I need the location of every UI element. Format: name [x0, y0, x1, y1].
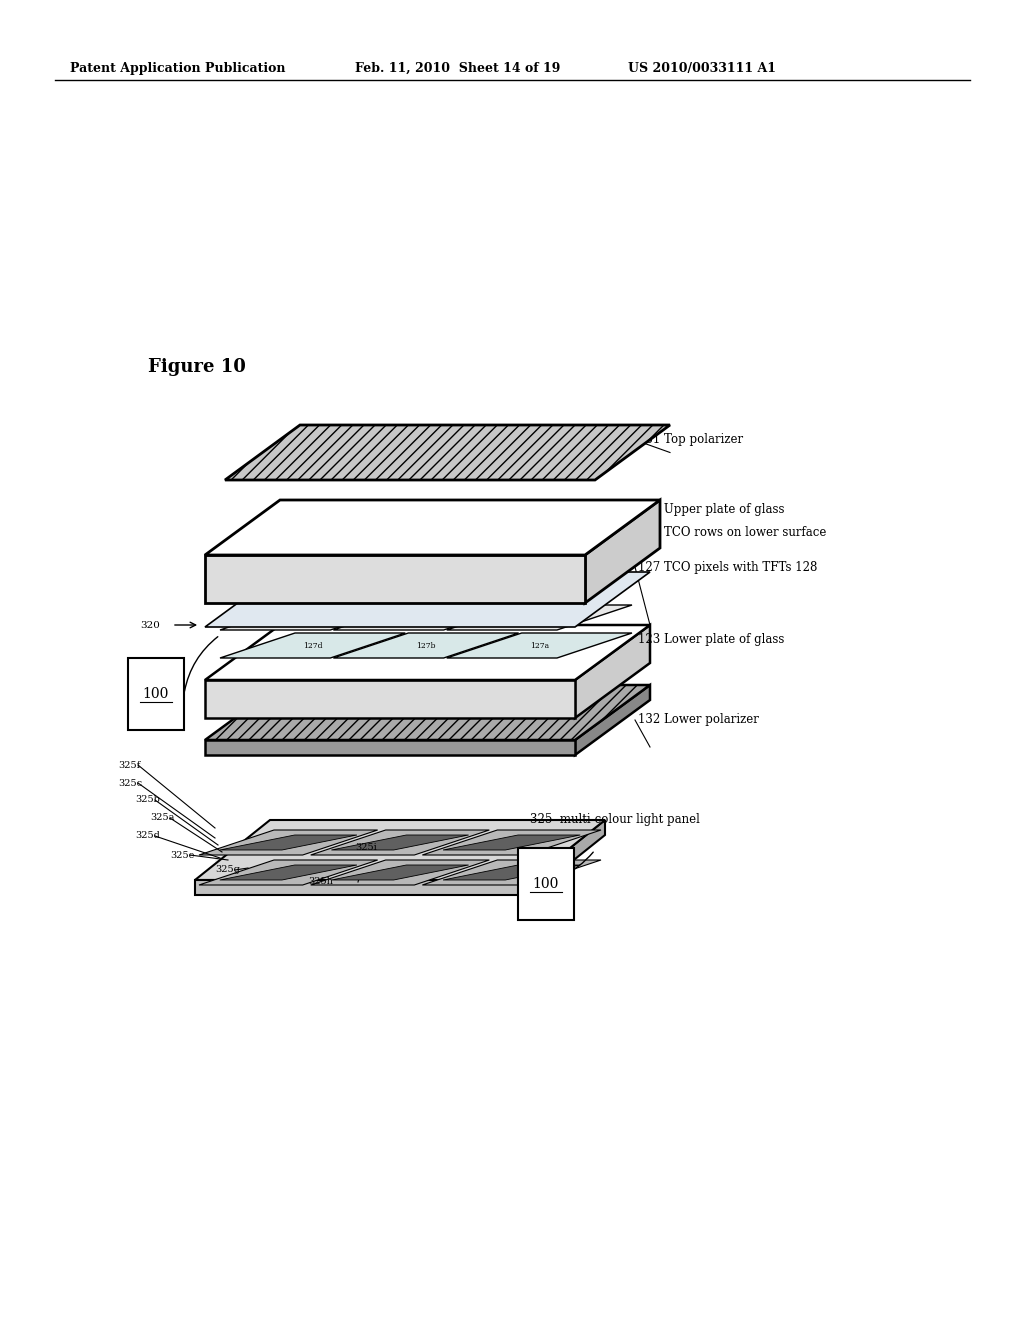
Text: 325c: 325c [118, 779, 142, 788]
Polygon shape [220, 605, 406, 630]
Polygon shape [199, 830, 378, 855]
Text: 127b: 127b [416, 642, 436, 649]
Text: 100: 100 [142, 686, 169, 701]
Polygon shape [205, 554, 585, 603]
Text: 132 Lower polarizer: 132 Lower polarizer [638, 714, 759, 726]
Polygon shape [575, 624, 650, 718]
Polygon shape [530, 820, 605, 895]
Text: 325  multi-colour light panel: 325 multi-colour light panel [530, 813, 699, 826]
Polygon shape [205, 685, 650, 741]
Text: 121 Liquid crystal layer: 121 Liquid crystal layer [390, 602, 531, 615]
Polygon shape [220, 634, 406, 657]
Polygon shape [220, 836, 357, 850]
Polygon shape [443, 865, 581, 880]
FancyBboxPatch shape [518, 847, 574, 920]
Polygon shape [205, 500, 660, 554]
Polygon shape [575, 685, 650, 755]
FancyBboxPatch shape [128, 657, 184, 730]
Text: 325f: 325f [118, 760, 140, 770]
Text: 320: 320 [140, 620, 160, 630]
Text: 127a: 127a [529, 642, 549, 649]
Text: 131 Top polarizer: 131 Top polarizer [638, 433, 743, 446]
Text: Feb. 11, 2010  Sheet 14 of 19: Feb. 11, 2010 Sheet 14 of 19 [355, 62, 560, 75]
Text: 325h: 325h [308, 878, 333, 887]
Polygon shape [585, 500, 660, 603]
Ellipse shape [215, 830, 565, 890]
Polygon shape [225, 425, 670, 480]
Text: 127f: 127f [304, 614, 322, 622]
Text: 127e: 127e [417, 614, 435, 622]
Text: Patent Application Publication: Patent Application Publication [70, 62, 286, 75]
Text: 127 TCO pixels with TFTs 128: 127 TCO pixels with TFTs 128 [638, 561, 817, 573]
Polygon shape [205, 624, 650, 680]
Polygon shape [446, 605, 632, 630]
Polygon shape [422, 861, 601, 884]
Polygon shape [199, 861, 378, 884]
Polygon shape [334, 605, 519, 630]
Text: 124 TCO rows on lower surface: 124 TCO rows on lower surface [638, 527, 826, 540]
Text: 325a: 325a [150, 813, 174, 822]
Polygon shape [334, 634, 519, 657]
Polygon shape [332, 836, 469, 850]
Polygon shape [443, 836, 581, 850]
Text: 100: 100 [532, 876, 559, 891]
Polygon shape [205, 741, 575, 755]
Polygon shape [195, 820, 605, 880]
Text: 325i: 325i [355, 843, 377, 853]
Text: 127d: 127d [303, 642, 323, 649]
Polygon shape [332, 865, 469, 880]
Text: 325g: 325g [215, 866, 240, 874]
Text: US 2010/0033111 A1: US 2010/0033111 A1 [628, 62, 776, 75]
Text: 325d: 325d [135, 832, 160, 841]
Text: 325e: 325e [170, 850, 195, 859]
Polygon shape [220, 865, 357, 880]
Polygon shape [422, 830, 601, 855]
Polygon shape [205, 680, 575, 718]
Text: Figure 10: Figure 10 [148, 358, 246, 376]
Polygon shape [310, 861, 489, 884]
Polygon shape [446, 634, 632, 657]
Polygon shape [195, 880, 530, 895]
Text: 123 Lower plate of glass: 123 Lower plate of glass [638, 634, 784, 647]
Polygon shape [310, 830, 489, 855]
Text: 325b: 325b [135, 796, 160, 804]
Polygon shape [205, 572, 650, 627]
Text: 127c: 127c [529, 614, 549, 622]
Text: 122 Upper plate of glass: 122 Upper plate of glass [638, 503, 784, 516]
